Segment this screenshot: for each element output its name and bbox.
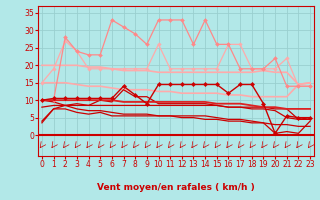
X-axis label: Vent moyen/en rafales ( km/h ): Vent moyen/en rafales ( km/h ) [97,183,255,192]
